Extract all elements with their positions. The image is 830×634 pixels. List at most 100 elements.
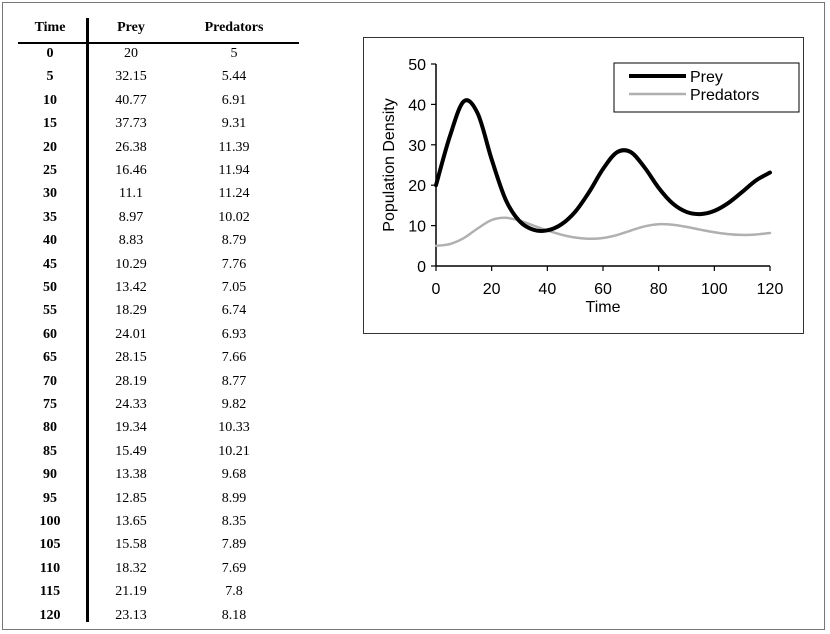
prey-cell: 28.19: [115, 373, 147, 389]
table-row: 70 28.19 8.77: [0, 374, 300, 397]
x-tick-label: 100: [701, 281, 728, 298]
legend-box: [613, 62, 800, 113]
time-cell: 80: [43, 420, 57, 436]
legend-label-prey: Prey: [690, 69, 723, 86]
table-row: 80 19.34 10.33: [0, 420, 300, 443]
predators-cell: 10.21: [218, 443, 250, 459]
predators-cell: 11.39: [218, 139, 250, 155]
predators-cell: 8.79: [221, 233, 247, 249]
predators-cell: 11.94: [218, 163, 250, 178]
prey-cell: 11.1: [119, 186, 143, 202]
chart-panel: 0 10 20 30 40 50 0 20 40 60 80 100 120 Time Population…: [363, 37, 804, 334]
chart-series: [434, 98, 772, 248]
time-cell: 35: [43, 209, 57, 225]
prey-cell: 15.49: [115, 443, 147, 459]
x-tick-label: 0: [432, 281, 441, 298]
predators-cell: 5.44: [221, 69, 247, 85]
predators-cell: 6.91: [221, 92, 247, 108]
time-cell: 65: [43, 350, 57, 366]
time-cell: 105: [39, 537, 61, 553]
time-cell: 100: [39, 514, 61, 529]
time-cell: 95: [43, 490, 57, 506]
prey-cell: 13.42: [115, 280, 147, 295]
table-row: 90 13.38 9.68: [0, 467, 300, 490]
prey-cell: 18.29: [115, 303, 147, 319]
prey-cell: 12.85: [115, 490, 147, 506]
table-row: 40 8.83 8.79: [0, 233, 300, 256]
time-cell: 50: [43, 280, 57, 295]
table-row: 60 24.01 6.93: [0, 327, 300, 350]
time-cell: 75: [43, 397, 57, 412]
prey-cell: 37.73: [115, 116, 147, 132]
table-row: 105 15.58 7.89: [0, 537, 300, 560]
time-cell: 60: [43, 326, 57, 342]
header-predators: Predators: [204, 20, 264, 35]
prey-cell: 8.97: [118, 209, 144, 225]
table-row: 10 40.77 6.91: [0, 93, 300, 116]
header-time: Time: [34, 20, 66, 35]
table-row: 65 28.15 7.66: [0, 350, 300, 373]
prey-cell: 20: [124, 46, 138, 61]
prey-cell: 23.13: [115, 607, 147, 623]
prey-cell: 40.77: [115, 92, 147, 108]
prey-cell: 26.38: [115, 139, 147, 155]
population-table: Time Prey Predators 0 20 5 5 32.15 5.44 10 40.7…: [0, 0, 310, 634]
series-line-prey: [434, 98, 772, 233]
prey-cell: 28.15: [115, 350, 147, 366]
table-row: 0 20 5: [0, 46, 300, 69]
table-row: 50 13.42 7.05: [0, 280, 300, 303]
time-cell: 10: [43, 92, 57, 108]
x-tick-label: 20: [483, 281, 501, 298]
time-cell: 55: [43, 303, 57, 319]
prey-cell: 15.58: [115, 537, 147, 553]
x-tick-label: 80: [650, 281, 668, 298]
table-row: 75 24.33 9.82: [0, 397, 300, 420]
time-cell: 5: [46, 69, 54, 85]
predators-cell: 10.02: [218, 209, 250, 225]
time-cell: 90: [43, 467, 57, 483]
y-tick-label: 50: [408, 57, 426, 74]
x-tick-label: 120: [757, 281, 784, 298]
y-tick-label: 10: [408, 219, 426, 236]
prey-cell: 19.34: [115, 420, 147, 436]
table-row: 115 21.19 7.8: [0, 584, 300, 607]
predators-cell: 9.31: [221, 116, 247, 132]
prey-cell: 32.15: [115, 69, 147, 85]
table-row: 85 15.49 10.21: [0, 444, 300, 467]
chart-axes: 0 10 20 30 40 50 0 20 40 60 80 100 120 Time Population…: [381, 57, 783, 316]
x-axis-label: Time: [586, 299, 621, 316]
predators-cell: 7.66: [221, 350, 247, 366]
y-tick-label: 0: [417, 259, 426, 276]
table-row: 30 11.1 11.24: [0, 186, 300, 209]
y-tick-label: 40: [408, 97, 426, 114]
time-cell: 70: [43, 373, 57, 389]
prey-cell: 16.46: [115, 163, 147, 178]
time-cell: 40: [43, 233, 57, 249]
table-row: 35 8.97 10.02: [0, 210, 300, 233]
time-column-rule: [86, 18, 89, 622]
table-row: 25 16.46 11.94: [0, 163, 300, 186]
header-prey: Prey: [117, 20, 145, 35]
time-cell: 120: [39, 607, 61, 623]
time-cell: 15: [43, 116, 57, 132]
table-row: 15 37.73 9.31: [0, 116, 300, 139]
prey-cell: 8.83: [118, 233, 144, 249]
predators-cell: 7.69: [221, 560, 247, 576]
prey-cell: 13.38: [115, 467, 147, 483]
time-cell: 20: [43, 139, 57, 155]
prey-cell: 21.19: [115, 584, 147, 600]
prey-cell: 24.33: [115, 397, 147, 412]
y-tick-label: 30: [408, 138, 426, 155]
predators-cell: 7.89: [221, 537, 247, 553]
predators-cell: 8.18: [221, 607, 247, 623]
time-cell: 45: [43, 256, 57, 272]
predators-cell: 9.68: [221, 467, 247, 483]
time-cell: 110: [39, 560, 61, 576]
time-cell: 85: [43, 443, 57, 459]
table-row: 5 32.15 5.44: [0, 69, 300, 92]
predators-cell: 10.33: [218, 420, 250, 436]
y-tick-label: 20: [408, 178, 426, 195]
predators-cell: 5: [230, 46, 238, 61]
